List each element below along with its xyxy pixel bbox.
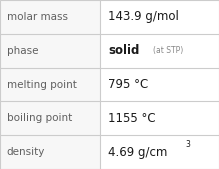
- Text: melting point: melting point: [7, 79, 76, 90]
- Text: (at STP): (at STP): [153, 46, 184, 55]
- Text: boiling point: boiling point: [7, 113, 72, 123]
- Bar: [0, 68, 100, 101]
- Text: 795 °C: 795 °C: [108, 78, 149, 91]
- Bar: [100, 34, 219, 68]
- Bar: [0, 0, 100, 34]
- Text: 3: 3: [185, 140, 190, 149]
- Bar: [100, 135, 219, 169]
- Text: molar mass: molar mass: [7, 12, 68, 22]
- Bar: [100, 0, 219, 34]
- Text: density: density: [7, 147, 45, 157]
- Bar: [0, 101, 100, 135]
- Bar: [100, 68, 219, 101]
- Bar: [100, 101, 219, 135]
- Text: phase: phase: [7, 46, 38, 56]
- Text: solid: solid: [108, 44, 140, 57]
- Text: 143.9 g/mol: 143.9 g/mol: [108, 10, 179, 23]
- Bar: [0, 34, 100, 68]
- Bar: [0, 135, 100, 169]
- Text: 1155 °C: 1155 °C: [108, 112, 156, 125]
- Text: 4.69 g/cm: 4.69 g/cm: [108, 146, 168, 159]
